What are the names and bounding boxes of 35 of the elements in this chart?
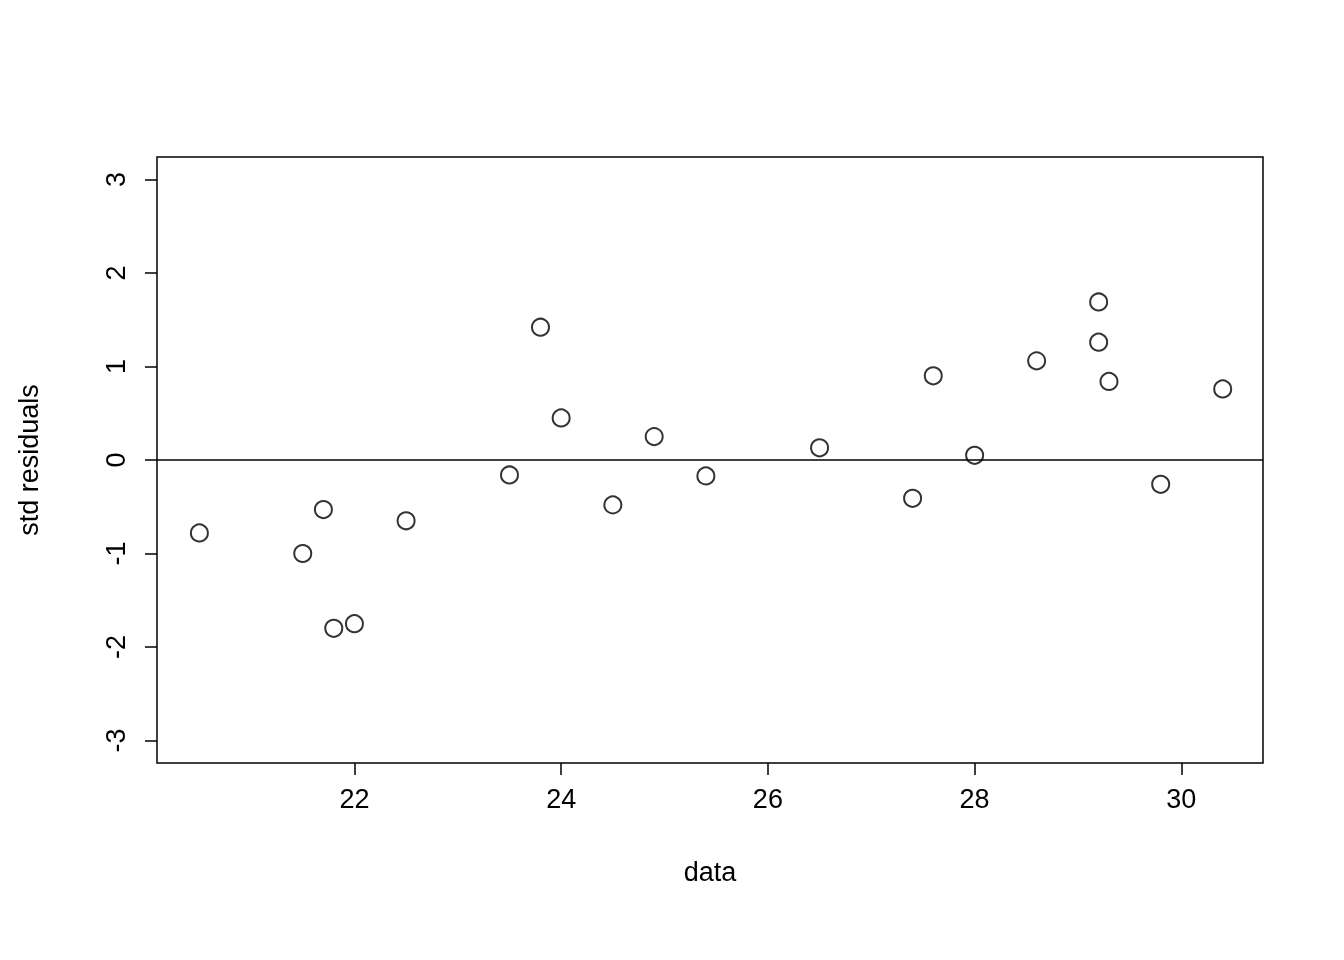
point (189, 523, 209, 543)
x-tick-label: 22 (339, 783, 370, 814)
point (923, 366, 943, 386)
x-tick-label: 28 (959, 783, 990, 814)
y-axis-title: std residuals (13, 384, 44, 536)
point (1089, 332, 1109, 352)
point (551, 408, 571, 428)
x-axis-title: data (683, 856, 738, 887)
point (313, 500, 333, 520)
y-tick-label: -2 (100, 635, 131, 660)
y-tick-label: 1 (100, 358, 131, 374)
y-tick-label: 2 (100, 265, 131, 281)
point (696, 466, 716, 486)
point (1151, 474, 1171, 494)
point (293, 544, 313, 564)
y-tick-label: -3 (100, 728, 131, 753)
point (644, 427, 664, 447)
point (499, 465, 519, 485)
y-tick-label: 0 (100, 452, 131, 468)
y-tick-label: 3 (100, 171, 131, 187)
point (324, 618, 344, 638)
point (344, 614, 364, 634)
point (1099, 371, 1119, 391)
point (1089, 292, 1109, 312)
x-tick-label: 26 (752, 783, 783, 814)
point (603, 495, 623, 515)
x-tick-label: 30 (1166, 783, 1197, 814)
y-tick-label: -1 (100, 541, 131, 566)
point (1027, 351, 1047, 371)
point (810, 438, 830, 458)
x-tick-label: 24 (546, 783, 577, 814)
point (531, 317, 550, 337)
point (396, 511, 416, 531)
point (903, 488, 923, 508)
point (1213, 379, 1233, 399)
